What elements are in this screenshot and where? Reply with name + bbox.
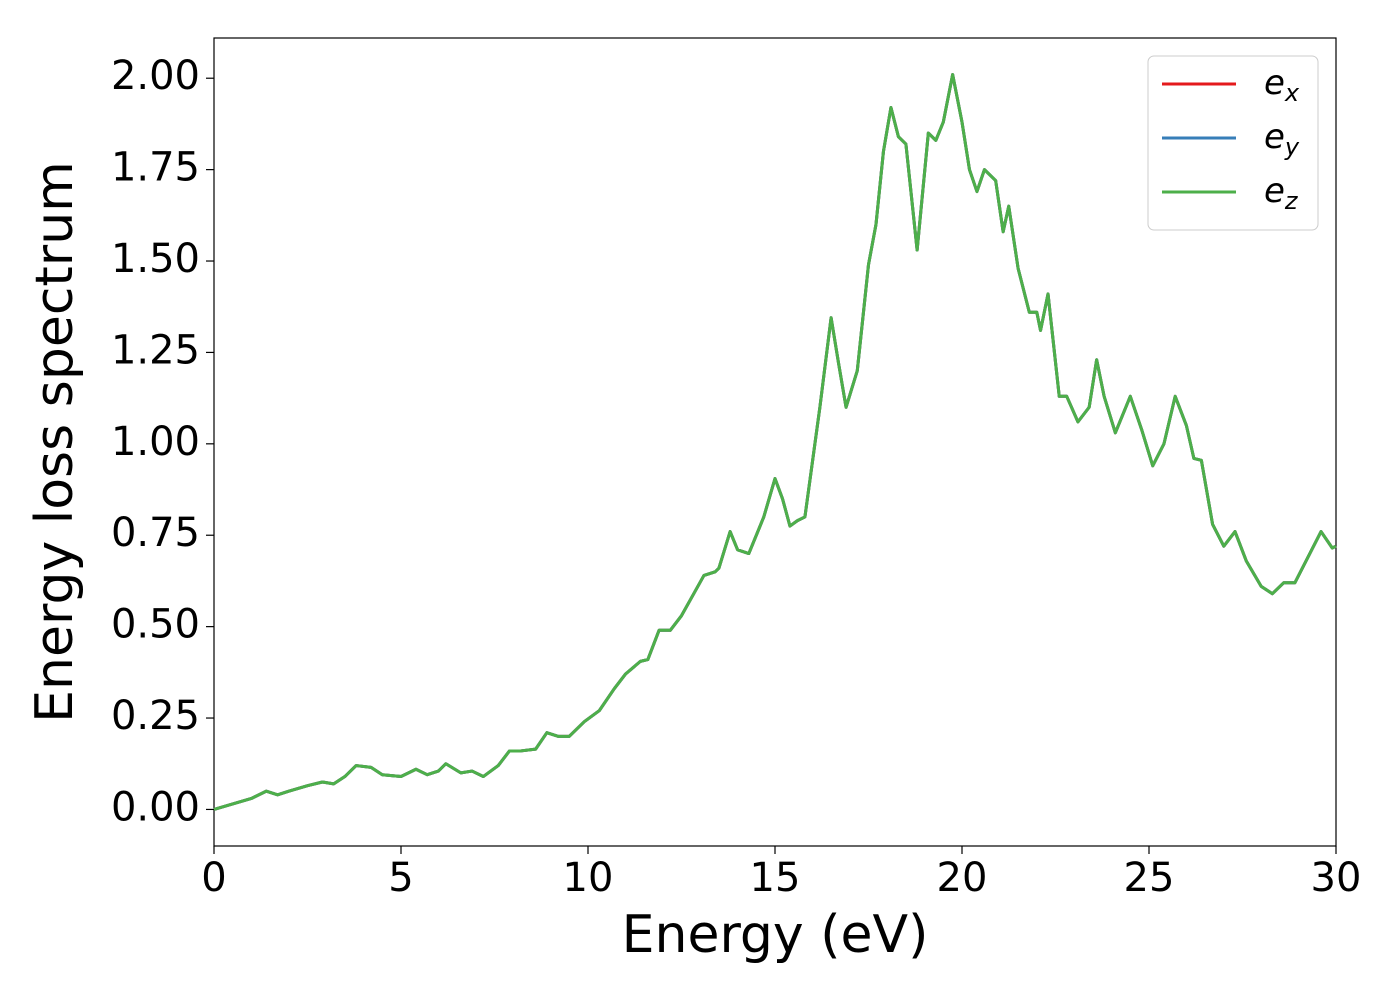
x-axis-label: Energy (eV)	[622, 905, 929, 965]
y-tick-label: 1.00	[111, 419, 200, 465]
x-tick-label: 0	[201, 855, 226, 901]
y-axis-label: Energy loss spectrum	[25, 161, 85, 723]
legend-label: ez	[1264, 171, 1299, 216]
y-tick-label: 0.50	[111, 602, 200, 648]
legend: ex ey ez	[1147, 55, 1319, 231]
y-tick-label: 1.75	[111, 145, 200, 191]
x-tick-label: 15	[750, 855, 801, 901]
series-line	[213, 73, 1337, 811]
y-tick-label: 0.75	[111, 510, 200, 556]
y-tick-label: 0.00	[111, 784, 200, 830]
x-tick-label: 30	[1311, 855, 1362, 901]
y-tick-label: 0.25	[111, 693, 200, 739]
legend-box	[1147, 55, 1319, 231]
x-tick-label: 20	[937, 855, 988, 901]
y-tick-label: 2.00	[111, 53, 200, 99]
x-tick-label: 25	[1124, 855, 1175, 901]
x-tick-label: 10	[563, 855, 614, 901]
legend-label: ey	[1264, 117, 1300, 162]
y-tick-label: 1.25	[111, 327, 200, 373]
x-tick-label: 5	[388, 855, 413, 901]
legend-label: ex	[1264, 63, 1300, 108]
y-tick-label: 1.50	[111, 236, 200, 282]
